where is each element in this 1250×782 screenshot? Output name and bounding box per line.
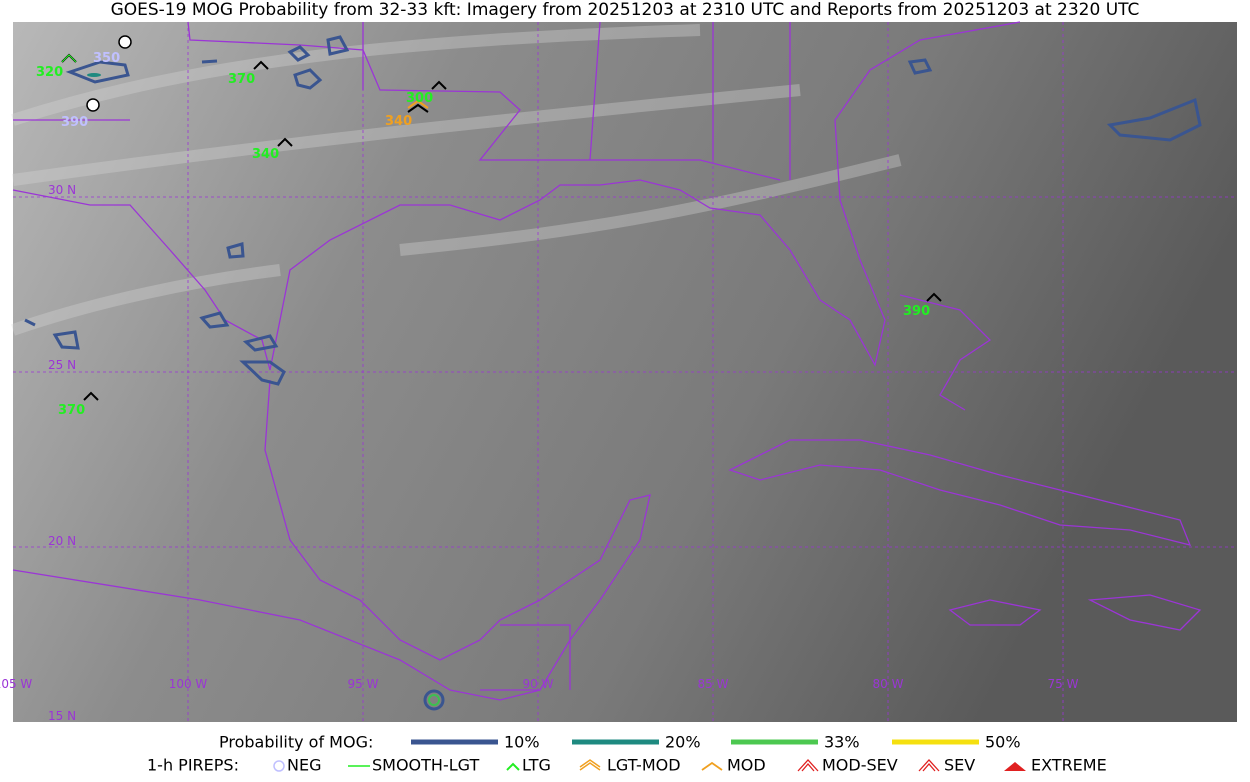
- pirep-label: 390: [903, 304, 930, 319]
- lat-labels: 30 N 25 N 20 N 15 N: [48, 183, 76, 723]
- lon-label: 75 W: [1048, 677, 1079, 691]
- legend-entry: 33%: [824, 733, 860, 752]
- pirep-labels: 320 350 390 370 300 340 340 390 370: [36, 51, 930, 418]
- legend-entry: SEV: [944, 756, 975, 775]
- legend-entry: NEG: [287, 756, 321, 775]
- legend-entry: EXTREME: [1031, 756, 1107, 775]
- legend: Probability of MOG: 10% 20% 33% 50% 1-h …: [147, 733, 1107, 775]
- title: GOES-19 MOG Probability from 32-33 kft: …: [111, 0, 1140, 20]
- lon-labels: 105 W 100 W 95 W 90 W 85 W 80 W 75 W: [0, 677, 1079, 691]
- pirep-label: 370: [228, 72, 255, 87]
- lon-label: 95 W: [348, 677, 379, 691]
- legend-entry: MOD-SEV: [822, 756, 898, 775]
- pirep-label: 340: [385, 114, 412, 129]
- lon-label: 105 W: [0, 677, 32, 691]
- pirep-label: 300: [406, 91, 433, 106]
- lon-label: 100 W: [169, 677, 208, 691]
- legend-entry: SMOOTH-LGT: [372, 756, 479, 775]
- pirep-label: 350: [93, 51, 120, 66]
- lon-label: 80 W: [873, 677, 904, 691]
- legend-entry: 20%: [665, 733, 701, 752]
- pirep-icons: [61, 35, 942, 401]
- pirep-label: 370: [58, 403, 85, 418]
- legend-entry: 50%: [985, 733, 1021, 752]
- pirep-label: 320: [36, 65, 63, 80]
- legend-title: 1-h PIREPS:: [147, 756, 239, 775]
- mog-contours: [24, 35, 1202, 711]
- map: 320 350 390 370 300 340 340 390 370 30 N…: [0, 21, 1237, 723]
- lat-label: 25 N: [48, 358, 76, 372]
- lat-label: 20 N: [48, 534, 76, 548]
- legend-title: Probability of MOG:: [219, 733, 373, 752]
- legend-entry: 10%: [504, 733, 540, 752]
- lat-label: 30 N: [48, 183, 76, 197]
- pirep-label: 390: [61, 115, 88, 130]
- lon-label: 85 W: [698, 677, 729, 691]
- lat-label: 15 N: [48, 709, 76, 723]
- pirep-label: 340: [252, 147, 279, 162]
- lon-label: 90 W: [523, 677, 554, 691]
- grid: [13, 22, 1237, 722]
- cloud-band: [11, 24, 902, 336]
- legend-entry: MOD: [727, 756, 766, 775]
- legend-entry: LTG: [522, 756, 551, 775]
- legend-entry: LGT-MOD: [607, 756, 681, 775]
